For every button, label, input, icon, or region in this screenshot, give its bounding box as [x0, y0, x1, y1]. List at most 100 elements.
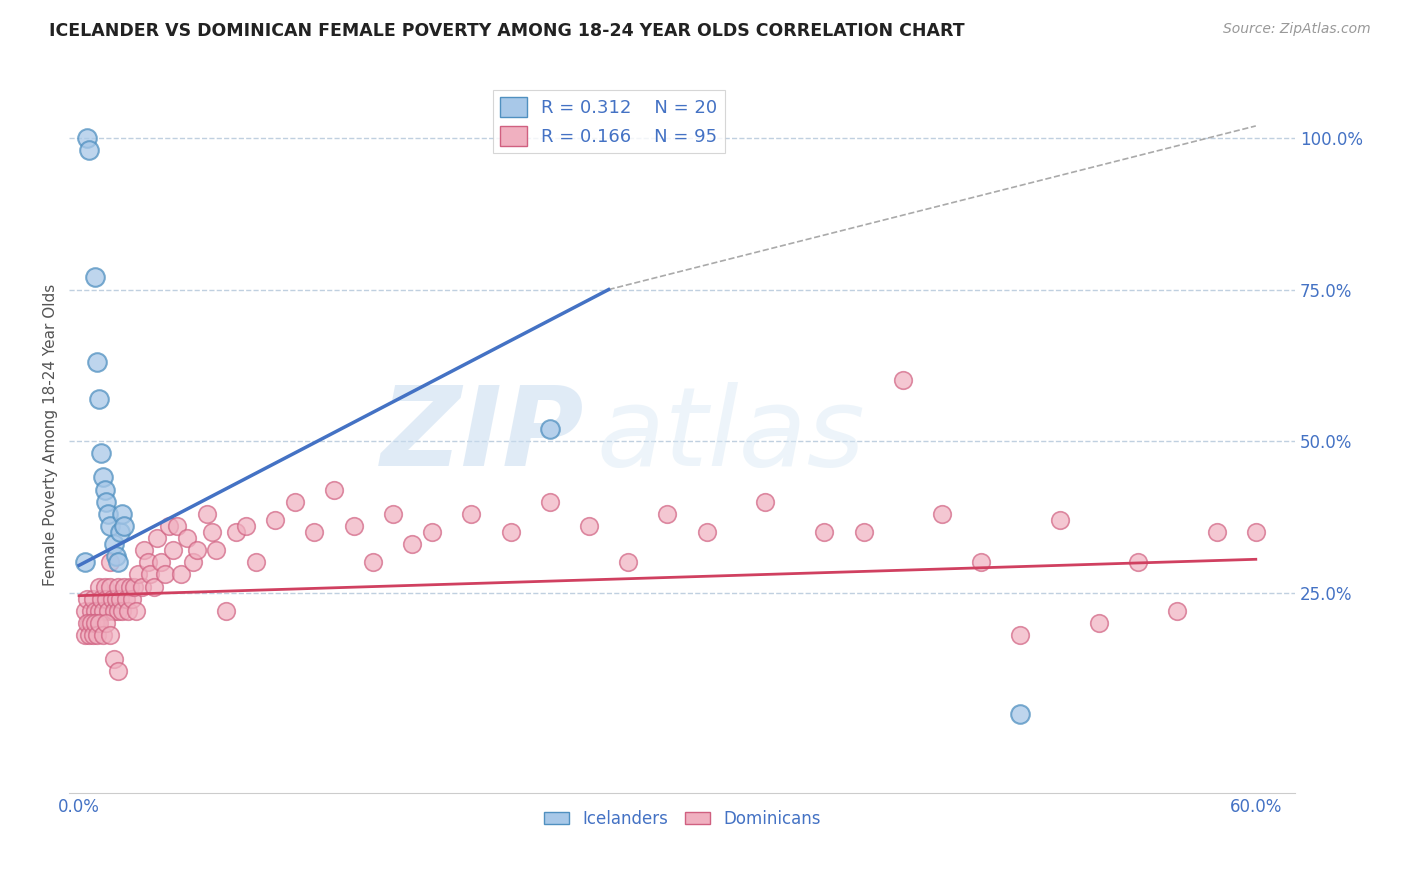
Icelanders	[91, 470, 114, 484]
Icelanders	[97, 507, 120, 521]
Dominicans	[131, 580, 153, 594]
Dominicans	[401, 537, 423, 551]
Icelanders	[93, 483, 115, 497]
Dominicans	[90, 591, 112, 606]
Dominicans	[170, 567, 193, 582]
Dominicans	[86, 615, 108, 630]
Dominicans	[617, 555, 640, 569]
Dominicans	[657, 507, 679, 521]
Dominicans	[103, 604, 125, 618]
Dominicans	[83, 615, 105, 630]
Dominicans	[195, 507, 218, 521]
Dominicans	[420, 524, 443, 539]
Dominicans	[970, 555, 993, 569]
Dominicans	[111, 604, 134, 618]
Text: ICELANDER VS DOMINICAN FEMALE POVERTY AMONG 18-24 YEAR OLDS CORRELATION CHART: ICELANDER VS DOMINICAN FEMALE POVERTY AM…	[49, 22, 965, 40]
Dominicans	[1126, 555, 1149, 569]
Dominicans	[107, 604, 129, 618]
Icelanders	[87, 392, 110, 406]
Icelanders	[538, 422, 561, 436]
Dominicans	[1010, 628, 1032, 642]
Y-axis label: Female Poverty Among 18-24 Year Olds: Female Poverty Among 18-24 Year Olds	[44, 284, 58, 586]
Dominicans	[80, 615, 103, 630]
Dominicans	[215, 604, 238, 618]
Dominicans	[96, 591, 118, 606]
Dominicans	[103, 652, 125, 666]
Icelanders	[111, 507, 134, 521]
Dominicans	[813, 524, 835, 539]
Dominicans	[107, 580, 129, 594]
Dominicans	[1088, 615, 1111, 630]
Dominicans	[91, 628, 114, 642]
Dominicans	[100, 555, 122, 569]
Dominicans	[852, 524, 875, 539]
Dominicans	[304, 524, 326, 539]
Text: atlas: atlas	[596, 382, 865, 489]
Dominicans	[118, 580, 141, 594]
Dominicans	[157, 519, 180, 533]
Dominicans	[138, 567, 160, 582]
Icelanders	[86, 355, 108, 369]
Dominicans	[1166, 604, 1188, 618]
Icelanders	[107, 555, 129, 569]
Dominicans	[77, 628, 100, 642]
Dominicans	[121, 591, 143, 606]
Dominicans	[754, 494, 776, 508]
Dominicans	[87, 615, 110, 630]
Dominicans	[155, 567, 177, 582]
Dominicans	[381, 507, 404, 521]
Dominicans	[97, 604, 120, 618]
Dominicans	[77, 615, 100, 630]
Dominicans	[115, 591, 138, 606]
Dominicans	[323, 483, 346, 497]
Icelanders	[110, 524, 132, 539]
Legend: Icelanders, Dominicans: Icelanders, Dominicans	[537, 803, 827, 834]
Dominicans	[122, 580, 145, 594]
Dominicans	[1244, 524, 1267, 539]
Dominicans	[105, 591, 128, 606]
Dominicans	[205, 543, 228, 558]
Dominicans	[100, 628, 122, 642]
Dominicans	[83, 604, 105, 618]
Icelanders	[105, 549, 128, 564]
Icelanders	[76, 131, 98, 145]
Icelanders	[73, 555, 96, 569]
Dominicans	[166, 519, 188, 533]
Icelanders	[100, 519, 122, 533]
Dominicans	[110, 591, 132, 606]
Dominicans	[1205, 524, 1227, 539]
Text: ZIP: ZIP	[381, 382, 583, 489]
Dominicans	[146, 531, 169, 545]
Dominicans	[87, 580, 110, 594]
Dominicans	[73, 604, 96, 618]
Dominicans	[82, 628, 104, 642]
Dominicans	[891, 374, 914, 388]
Dominicans	[696, 524, 718, 539]
Dominicans	[73, 628, 96, 642]
Icelanders	[90, 446, 112, 460]
Dominicans	[80, 604, 103, 618]
Dominicans	[150, 555, 173, 569]
Dominicans	[578, 519, 600, 533]
Icelanders	[77, 143, 100, 157]
Dominicans	[201, 524, 224, 539]
Icelanders	[103, 537, 125, 551]
Dominicans	[361, 555, 384, 569]
Dominicans	[132, 543, 155, 558]
Dominicans	[931, 507, 953, 521]
Dominicans	[1049, 513, 1071, 527]
Dominicans	[343, 519, 366, 533]
Dominicans	[245, 555, 267, 569]
Dominicans	[82, 591, 104, 606]
Icelanders	[96, 494, 118, 508]
Dominicans	[100, 580, 122, 594]
Dominicans	[76, 615, 98, 630]
Dominicans	[460, 507, 482, 521]
Icelanders	[83, 270, 105, 285]
Dominicans	[107, 665, 129, 679]
Dominicans	[538, 494, 561, 508]
Dominicans	[127, 567, 149, 582]
Icelanders	[112, 519, 135, 533]
Dominicans	[181, 555, 204, 569]
Dominicans	[136, 555, 159, 569]
